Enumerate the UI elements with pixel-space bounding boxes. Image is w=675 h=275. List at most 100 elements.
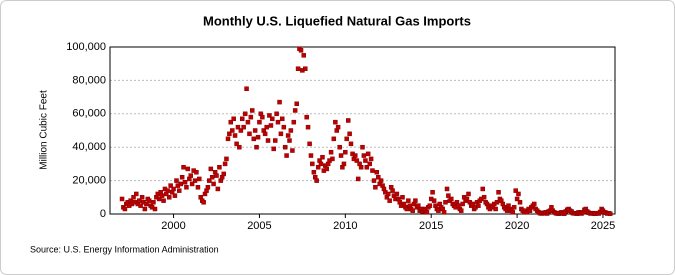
point bbox=[208, 166, 214, 172]
point bbox=[280, 116, 285, 122]
point bbox=[424, 210, 430, 215]
point bbox=[248, 114, 254, 120]
point bbox=[257, 119, 262, 125]
point bbox=[167, 195, 172, 200]
point bbox=[406, 198, 411, 203]
point bbox=[370, 168, 375, 173]
chart-title: Monthly U.S. Liquefied Natural Gas Impor… bbox=[203, 13, 471, 28]
point bbox=[225, 136, 231, 142]
point bbox=[139, 195, 145, 200]
point bbox=[480, 186, 485, 192]
point bbox=[215, 186, 221, 192]
point bbox=[144, 201, 149, 207]
point bbox=[303, 66, 308, 71]
point bbox=[182, 180, 188, 185]
point bbox=[262, 131, 268, 137]
point bbox=[314, 178, 319, 183]
point bbox=[330, 156, 335, 162]
point bbox=[337, 144, 342, 150]
x-tick-label: 2025 bbox=[591, 220, 615, 232]
point bbox=[290, 148, 295, 153]
point bbox=[222, 161, 228, 167]
point bbox=[607, 211, 613, 216]
point bbox=[235, 124, 241, 130]
point bbox=[230, 128, 235, 133]
point bbox=[511, 205, 517, 210]
point bbox=[209, 175, 215, 180]
point bbox=[361, 153, 367, 158]
point bbox=[161, 198, 166, 203]
point bbox=[394, 191, 400, 197]
point bbox=[237, 144, 242, 150]
point bbox=[284, 153, 289, 158]
point bbox=[307, 141, 312, 147]
point bbox=[171, 186, 176, 192]
point bbox=[176, 188, 182, 193]
point bbox=[315, 164, 321, 170]
point bbox=[348, 141, 354, 147]
point bbox=[267, 113, 272, 118]
point bbox=[255, 134, 261, 140]
point bbox=[446, 193, 451, 198]
point bbox=[184, 185, 189, 190]
point bbox=[363, 158, 368, 163]
point bbox=[400, 195, 405, 200]
source: Source: U.S. Energy Information Administ… bbox=[30, 244, 219, 254]
point bbox=[288, 128, 294, 133]
point bbox=[159, 193, 165, 198]
point bbox=[138, 203, 143, 208]
point bbox=[152, 206, 158, 212]
point bbox=[205, 185, 211, 190]
point bbox=[227, 131, 232, 137]
point bbox=[294, 101, 299, 107]
plot-border bbox=[109, 46, 616, 215]
point bbox=[197, 176, 202, 182]
x-tick-label: 2005 bbox=[247, 220, 271, 232]
point bbox=[231, 116, 236, 122]
point bbox=[244, 86, 249, 91]
point bbox=[277, 99, 282, 105]
point bbox=[146, 198, 152, 203]
point bbox=[238, 128, 244, 133]
point bbox=[285, 133, 291, 138]
point bbox=[252, 128, 258, 133]
point bbox=[214, 173, 219, 178]
point bbox=[242, 111, 248, 117]
point bbox=[278, 131, 284, 137]
point bbox=[131, 195, 136, 200]
point bbox=[172, 193, 178, 198]
point bbox=[310, 161, 315, 167]
point bbox=[134, 191, 139, 197]
point bbox=[178, 181, 184, 187]
point bbox=[247, 131, 252, 137]
point bbox=[338, 153, 344, 158]
point bbox=[260, 114, 265, 120]
point bbox=[245, 119, 251, 125]
point bbox=[364, 164, 370, 170]
point bbox=[404, 206, 410, 212]
point bbox=[119, 196, 125, 202]
x-tick-label: 2020 bbox=[505, 220, 529, 232]
point bbox=[514, 196, 520, 202]
point bbox=[232, 133, 238, 138]
x-tick-label: 2000 bbox=[161, 220, 185, 232]
point bbox=[179, 175, 185, 180]
point bbox=[464, 196, 470, 202]
y-tick-label: 0 bbox=[100, 208, 106, 220]
point bbox=[254, 144, 259, 150]
point bbox=[494, 200, 500, 205]
point bbox=[174, 178, 179, 183]
point bbox=[241, 124, 246, 130]
point bbox=[320, 154, 325, 160]
point bbox=[343, 149, 348, 155]
point bbox=[207, 178, 212, 183]
point bbox=[335, 124, 341, 130]
point bbox=[345, 118, 351, 123]
point bbox=[410, 208, 415, 213]
point bbox=[367, 161, 372, 167]
point bbox=[333, 119, 338, 125]
point bbox=[271, 146, 276, 152]
point bbox=[211, 181, 216, 187]
point bbox=[270, 116, 275, 122]
